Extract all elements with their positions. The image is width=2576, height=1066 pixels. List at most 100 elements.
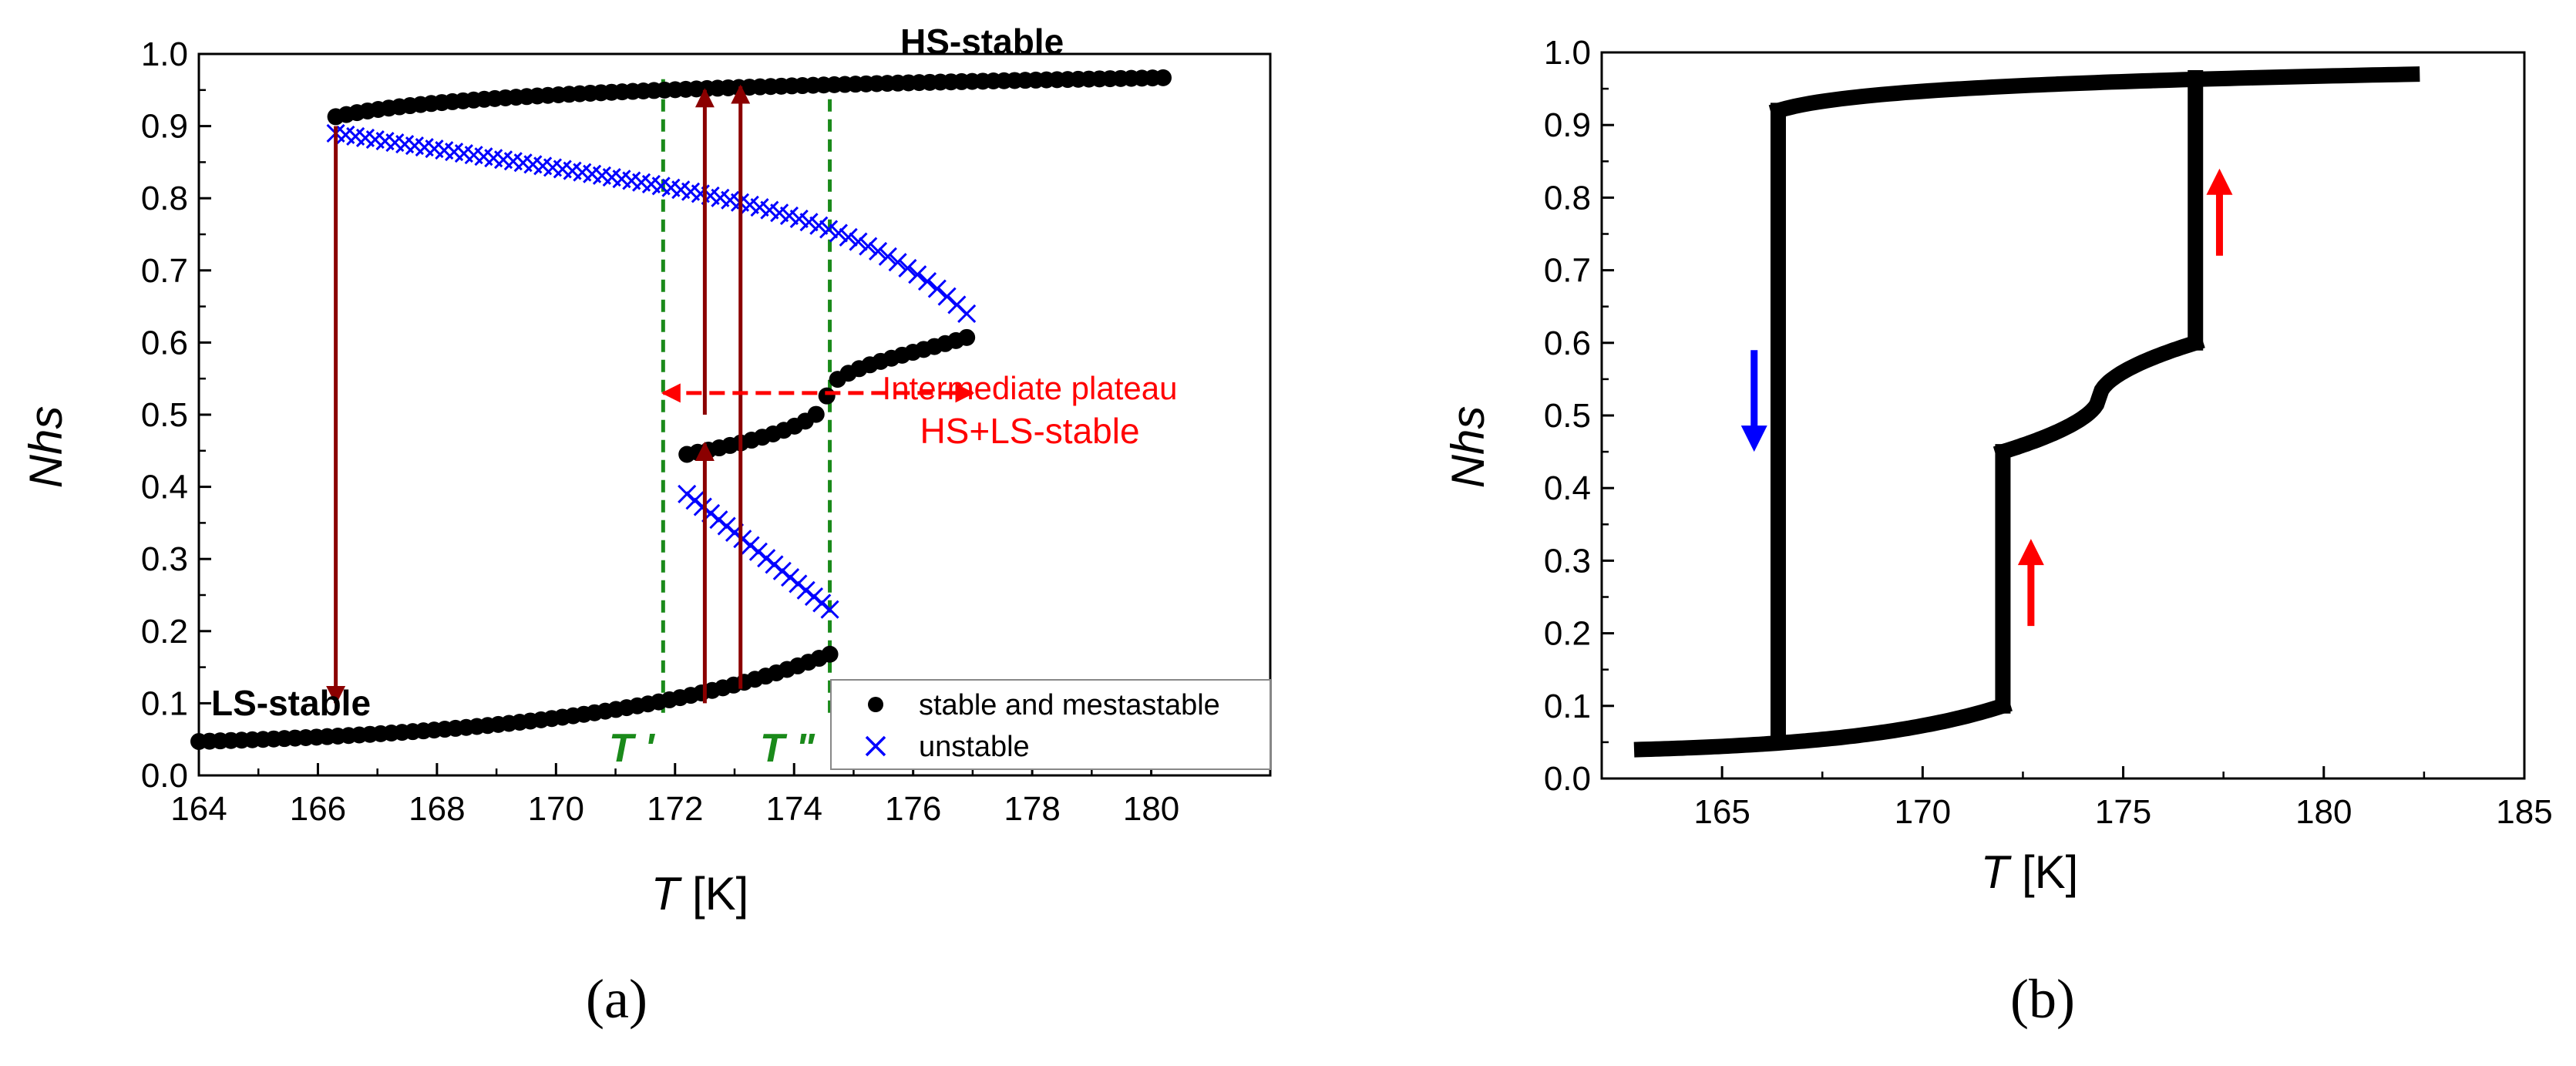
unstable-point-stroke (602, 167, 621, 187)
unstable-point-stroke (533, 156, 553, 176)
panel-b-x-axis-label: T [K] (1981, 846, 2079, 898)
hs-stable-label: HS-stable (900, 22, 1064, 62)
unstable-point-stroke (523, 155, 543, 174)
y-tick-label: 0.9 (141, 108, 188, 146)
panel-a-transition-arrows (326, 84, 975, 705)
loop-branch (1993, 333, 2205, 462)
legend-unstable-label: unstable (919, 731, 1030, 763)
unstable-point (957, 304, 977, 324)
unstable-point-stroke (760, 200, 779, 220)
unstable-point (829, 224, 848, 243)
y-tick-label: 0.5 (1544, 397, 1591, 435)
panel-a-threshold-lines (661, 79, 832, 718)
unstable-point-stroke (543, 158, 563, 177)
unstable-point-stroke (829, 224, 848, 243)
panel-b-ticks (1602, 51, 2526, 780)
panel-a-x-tick-labels: 164 166 168 170 172 174 176 178 180 (170, 790, 1179, 828)
unstable-point-stroke (750, 198, 769, 217)
unstable-point (809, 216, 829, 235)
unstable-point-stroke (336, 125, 355, 145)
legend-stable-marker (868, 697, 883, 712)
x-tick-label: 164 (170, 790, 227, 828)
y-tick-label: 0.4 (141, 469, 188, 506)
x-tick-label: 172 (647, 790, 703, 828)
unstable-point-stroke (435, 141, 454, 160)
unstable-point (789, 209, 809, 229)
legend-stable-label: stable and mestastable (919, 689, 1220, 721)
y-tick-label: 0.8 (141, 180, 188, 217)
unstable-point-stroke (799, 213, 819, 232)
unstable-point-stroke (937, 287, 957, 306)
panel-b-chart: 165 170 175 180 185 0.0 0.1 0.2 0.3 0.4 0.5 0.6 0.7… (1442, 34, 2553, 1030)
x-tick-label: 165 (1693, 793, 1750, 831)
unstable-point (779, 206, 799, 226)
x-tick-label: 166 (290, 790, 346, 828)
stable-point (1155, 69, 1172, 86)
unstable-point-stroke (859, 237, 878, 256)
unstable-point-stroke (503, 152, 523, 171)
x-tick-label: 170 (528, 790, 584, 828)
y-tick-label: 0.3 (141, 540, 188, 578)
panel-a-y-tick-labels: 0.0 0.1 0.2 0.3 0.4 0.5 0.6 0.7 0.8 0.9 1.0 (141, 35, 188, 795)
unstable-point-stroke (464, 146, 483, 165)
unstable-point-stroke (622, 171, 641, 190)
direction-arrow-head (2017, 539, 2044, 566)
unstable-point (799, 213, 819, 232)
y-tick-label: 0.7 (1544, 252, 1591, 290)
unstable-point-stroke (425, 140, 444, 159)
unstable-point-stroke (355, 128, 375, 148)
unstable-point (868, 241, 888, 261)
unstable-point (849, 232, 868, 251)
panel-b-y-tick-labels: 0.0 0.1 0.2 0.3 0.4 0.5 0.6 0.7 0.8 0.9 1.0 (1544, 34, 1591, 798)
unstable-point-stroke (592, 166, 611, 185)
unstable-point-stroke (721, 190, 740, 210)
unstable-point (878, 247, 897, 266)
y-tick-label: 0.1 (141, 684, 188, 722)
unstable-point-stroke (445, 143, 464, 162)
panel-b-caption: (b) (2010, 968, 2075, 1030)
y-tick-label: 1.0 (1544, 34, 1591, 72)
unstable-point-stroke (484, 149, 503, 168)
unstable-point-stroke (917, 272, 937, 291)
x-tick-label: 174 (766, 790, 822, 828)
unstable-point-stroke (365, 129, 385, 150)
y-tick-label: 0.8 (1544, 179, 1591, 217)
legend-box (830, 679, 1271, 770)
unstable-point-stroke (641, 174, 661, 194)
unstable-point-stroke (927, 279, 947, 298)
y-tick-label: 1.0 (141, 35, 188, 73)
panel-b-x-tick-labels: 165 170 175 180 185 (1693, 793, 2552, 831)
stable-point (818, 387, 836, 405)
unstable-point-stroke (820, 600, 839, 619)
unstable-point (839, 227, 858, 247)
unstable-point (819, 220, 839, 239)
y-tick-label: 0.9 (1544, 106, 1591, 144)
t-double-prime-label: T " (760, 726, 816, 771)
plateau-label-line1: Intermediate plateau (883, 370, 1178, 406)
y-tick-label: 0.3 (1544, 542, 1591, 580)
x-tick-label: 178 (1004, 790, 1060, 828)
unstable-point-stroke (947, 295, 967, 314)
panel-a-chart: 164 166 168 170 172 174 176 178 180 0.0 0.1 0.2 0.3… (20, 22, 1272, 1030)
panel-a-y-axis-label: Nhs (20, 406, 72, 489)
unstable-point-stroke (612, 170, 631, 189)
panel-a-caption: (a) (586, 968, 647, 1030)
unstable-point-stroke (868, 241, 888, 261)
unstable-point (888, 253, 907, 272)
stable-point (807, 405, 825, 423)
unstable-point-stroke (651, 177, 671, 196)
unstable-point-stroke (839, 227, 858, 247)
y-tick-label: 0.0 (141, 757, 188, 795)
unstable-point (927, 279, 947, 298)
unstable-point (820, 600, 839, 619)
unstable-point-stroke (513, 153, 533, 173)
unstable-point-stroke (957, 304, 977, 324)
panel-b-hysteresis-loop (1633, 66, 2420, 758)
unstable-point (898, 258, 917, 277)
unstable-point-stroke (789, 209, 809, 229)
unstable-point-stroke (573, 163, 592, 182)
unstable-point-stroke (711, 188, 730, 207)
unstable-point-stroke (493, 150, 513, 170)
x-tick-label: 170 (1895, 793, 1951, 831)
unstable-point-stroke (681, 182, 701, 201)
